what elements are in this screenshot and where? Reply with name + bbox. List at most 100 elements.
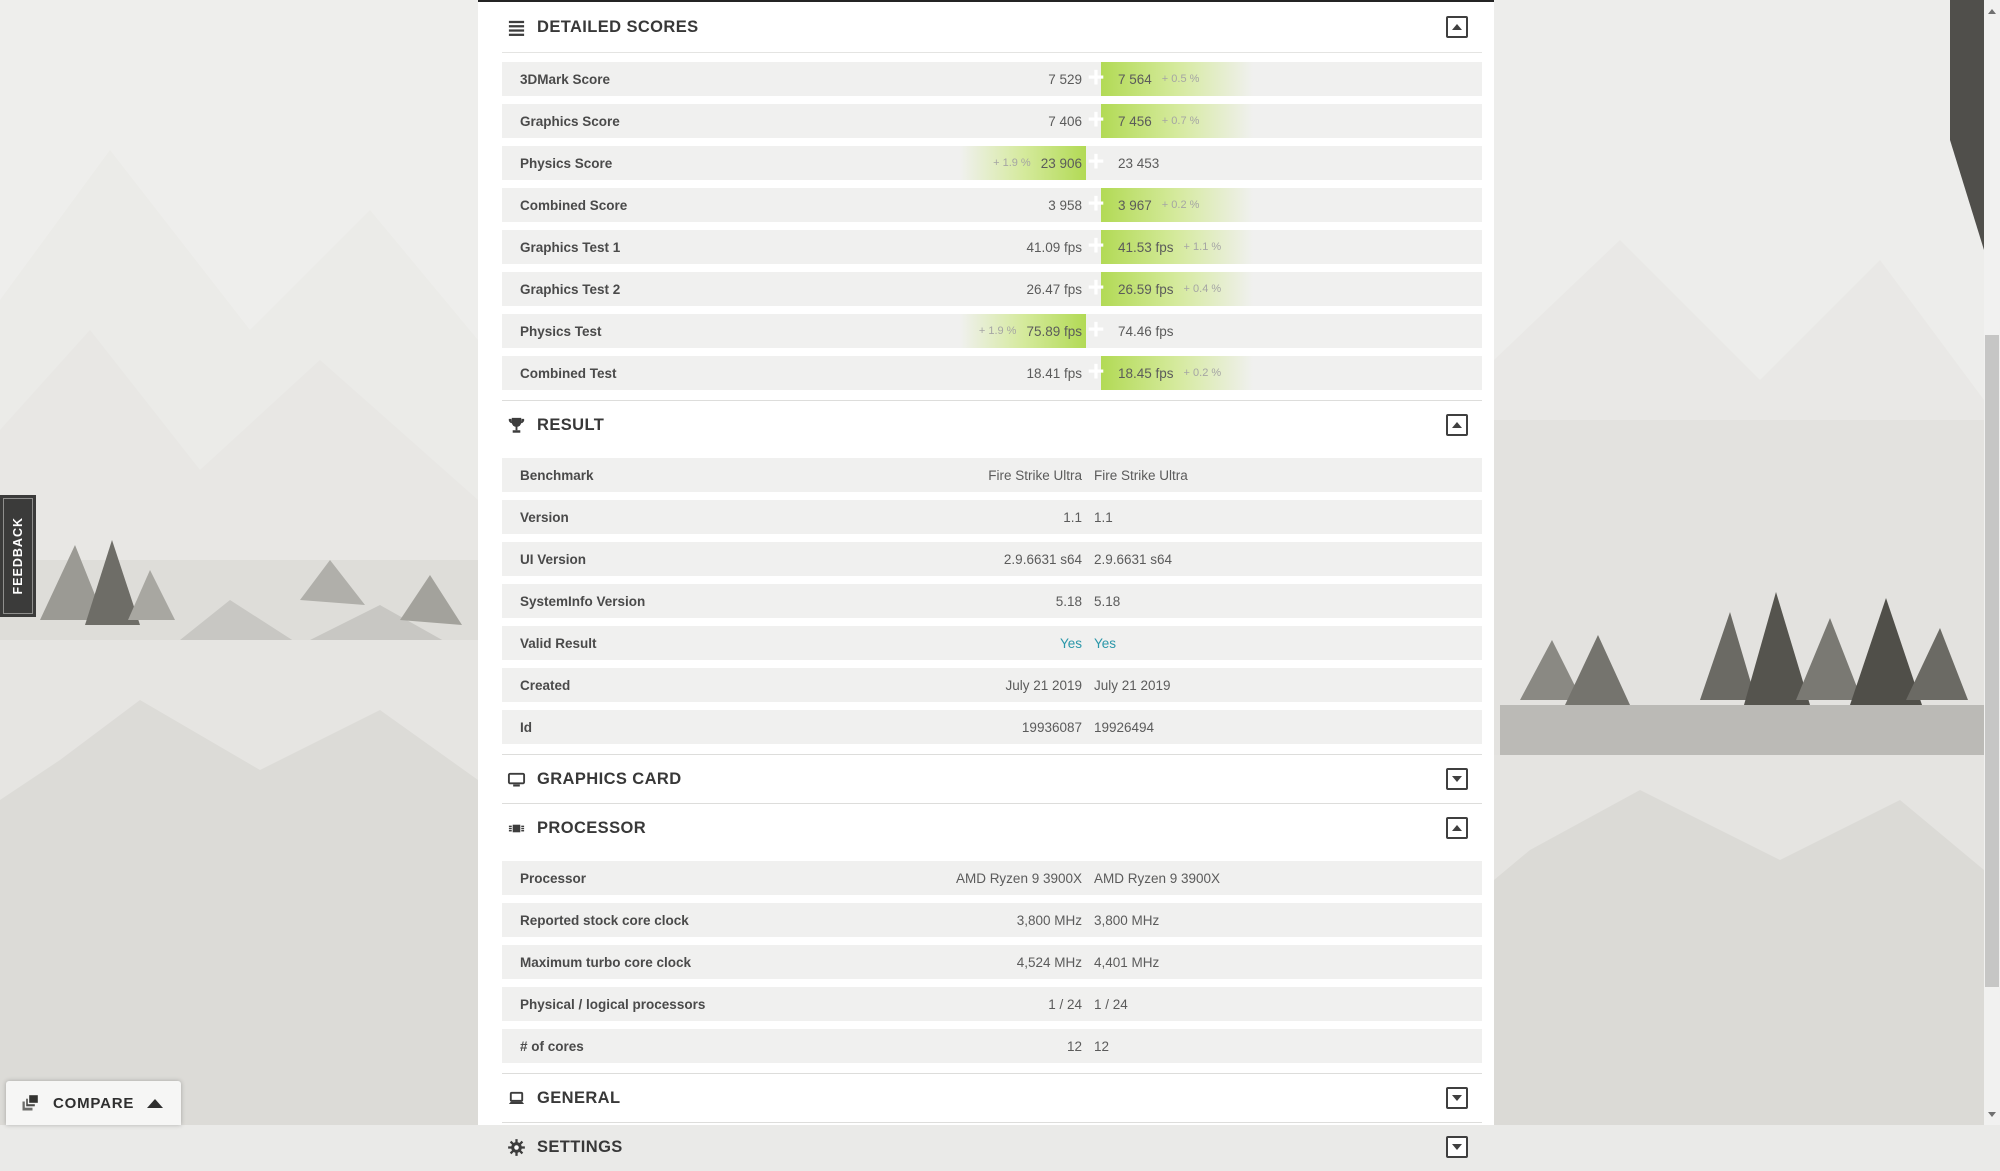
row-label: UI Version — [520, 551, 587, 567]
plus-icon: + — [1087, 104, 1105, 136]
value-right-text: 7 456 — [1118, 113, 1152, 129]
value-left-text: July 21 2019 — [1005, 677, 1082, 693]
value-left: 26.47 fps — [852, 282, 1082, 297]
column-divider: + — [1082, 231, 1110, 261]
plus-icon: + — [1087, 62, 1105, 94]
delta-percent: + 0.4 % — [1183, 283, 1222, 295]
triangle-down-icon — [1452, 1095, 1462, 1101]
list-icon — [506, 17, 526, 37]
row-label: Version — [520, 509, 569, 525]
score-row: Combined Score 3 958 +3 967 + 0.2 % — [502, 188, 1482, 222]
value-left: 19936087 — [852, 720, 1082, 735]
compare-label: COMPARE — [53, 1094, 135, 1112]
row-label: Physics Score — [520, 155, 613, 171]
section-header-processor: PROCESSOR — [502, 804, 1482, 852]
section-general: GENERAL — [502, 1073, 1482, 1122]
row-label: Maximum turbo core clock — [520, 954, 692, 970]
column-divider: + — [1082, 147, 1110, 177]
section-processor: PROCESSOR Processor AMD Ryzen 9 3900X AMD R… — [502, 803, 1482, 1073]
scrollbar-up-arrow[interactable] — [1984, 3, 2000, 19]
delta-percent: + 1.9 % — [978, 325, 1017, 337]
value-right: 23 453 — [1110, 156, 1482, 171]
value-left-text: 7 529 — [1048, 71, 1082, 87]
value-right: Yes — [1082, 636, 1482, 651]
value-right: 1 / 24 — [1082, 997, 1482, 1012]
triangle-up-icon — [1452, 422, 1462, 428]
layers-icon — [22, 1093, 40, 1111]
delta-percent: + 1.9 % — [993, 157, 1031, 169]
section-title: DETAILED SCORES — [537, 17, 699, 36]
value-left-text: Yes — [1059, 635, 1082, 651]
row-label: Graphics Score — [520, 113, 620, 129]
expand-section-button[interactable] — [1446, 1087, 1468, 1109]
info-row: Created July 21 2019 July 21 2019 — [502, 668, 1482, 702]
score-row: Combined Test 18.41 fps +18.45 fps + 0.2 % — [502, 356, 1482, 390]
column-divider: + — [1082, 104, 1110, 136]
value-left-text: 7 406 — [1048, 113, 1082, 129]
value-left-text: 1.1 — [1063, 509, 1082, 525]
plus-icon: + — [1087, 314, 1105, 346]
section-result: RESULT Benchmark Fire Strike Ultra Fire Str… — [502, 400, 1482, 754]
laptop-icon — [506, 1088, 526, 1108]
value-right: Fire Strike Ultra — [1082, 468, 1482, 483]
delta-percent: + 0.2 % — [1183, 367, 1222, 379]
column-divider: + — [1082, 314, 1110, 346]
expand-section-button[interactable] — [1446, 1136, 1468, 1158]
value-left-text: Fire Strike Ultra — [988, 467, 1082, 483]
value-left: 3 958 — [852, 198, 1082, 213]
collapse-section-button[interactable] — [1446, 16, 1468, 38]
section-header-graphics-card: GRAPHICS CARD — [502, 755, 1482, 803]
collapse-section-button[interactable] — [1446, 414, 1468, 436]
row-label: Combined Test — [520, 365, 617, 381]
score-row: 3DMark Score 7 529 +7 564 + 0.5 % — [502, 62, 1482, 96]
value-left: 1 / 24 — [852, 997, 1082, 1012]
cpu-icon — [506, 818, 526, 838]
section-title: RESULT — [537, 415, 605, 434]
value-left: 41.09 fps — [852, 240, 1082, 255]
feedback-tab[interactable]: FEEDBACK — [0, 495, 36, 617]
row-label: Physical / logical processors — [520, 996, 706, 1012]
value-right-text: 3 967 — [1118, 197, 1152, 213]
sections: DETAILED SCORES 3DMark Score 7 529 +7 564 + … — [502, 2, 1482, 1171]
collapse-section-button[interactable] — [1446, 817, 1468, 839]
info-row: SystemInfo Version 5.18 5.18 — [502, 584, 1482, 618]
value-left: 2.9.6631 s64 — [852, 552, 1082, 567]
column-divider: + — [1082, 273, 1110, 303]
gear-icon — [506, 1137, 526, 1157]
score-row: Graphics Score 7 406 +7 456 + 0.7 % — [502, 104, 1482, 138]
value-left-text: 18.41 fps — [1026, 365, 1082, 381]
value-right-text: 41.53 fps — [1118, 239, 1174, 255]
value-left-text: 5.18 — [1055, 593, 1082, 609]
value-right: 7 564 + 0.5 % — [1110, 72, 1482, 87]
compare-button[interactable]: COMPARE — [6, 1081, 182, 1125]
value-right: 18.45 fps + 0.2 % — [1110, 366, 1482, 381]
trophy-icon — [506, 415, 526, 435]
value-right-text: AMD Ryzen 9 3900X — [1094, 870, 1221, 886]
value-right: July 21 2019 — [1082, 678, 1482, 693]
triangle-down-icon — [1452, 776, 1462, 782]
value-left-text: 19936087 — [1021, 719, 1082, 735]
value-left-text: 4,524 MHz — [1016, 954, 1082, 970]
value-right: 3,800 MHz — [1082, 913, 1482, 928]
section-title: GENERAL — [537, 1088, 621, 1107]
value-right-text: 23 453 — [1118, 155, 1160, 171]
row-label: Physics Test — [520, 323, 602, 339]
value-left-text: 2.9.6631 s64 — [1003, 551, 1082, 567]
scrollbar-thumb[interactable] — [1985, 335, 1999, 987]
plus-icon: + — [1087, 188, 1105, 220]
value-right-text: Fire Strike Ultra — [1094, 467, 1188, 483]
value-right: 7 456 + 0.7 % — [1110, 114, 1482, 129]
page-scrollbar[interactable] — [1984, 0, 2000, 1125]
value-right: 12 — [1082, 1039, 1482, 1054]
value-right: 41.53 fps + 1.1 % — [1110, 240, 1482, 255]
section-title: GRAPHICS CARD — [537, 769, 682, 788]
value-right: 26.59 fps + 0.4 % — [1110, 282, 1482, 297]
scrollbar-down-arrow[interactable] — [1984, 1106, 2000, 1122]
value-right-text: 1.1 — [1094, 509, 1113, 525]
monitor-icon — [506, 769, 526, 789]
winner-highlight — [960, 146, 1086, 180]
value-left-text: 3 958 — [1048, 197, 1082, 213]
delta-percent: + 0.5 % — [1161, 73, 1200, 85]
value-right-text: 18.45 fps — [1118, 365, 1174, 381]
expand-section-button[interactable] — [1446, 768, 1468, 790]
